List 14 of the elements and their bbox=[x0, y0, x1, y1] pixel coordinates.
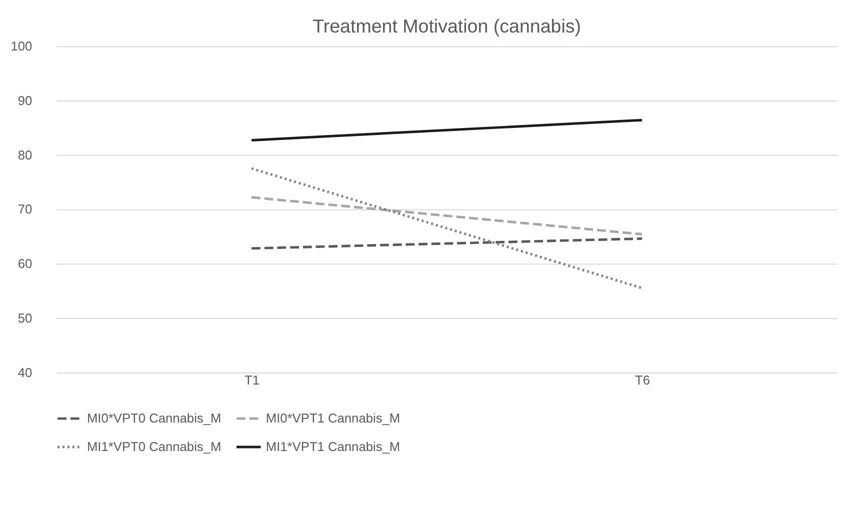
legend-label: MI1*VPT1 Cannabis_M bbox=[266, 438, 400, 454]
y-tick-label: 50 bbox=[18, 310, 32, 326]
y-tick-label: 100 bbox=[10, 38, 32, 54]
x-tick-label: T1 bbox=[244, 372, 260, 388]
y-tick-label: 80 bbox=[18, 147, 32, 162]
y-tick-label: 40 bbox=[18, 364, 32, 380]
y-tick-label: 70 bbox=[18, 202, 32, 217]
legend-label: MI1*VPT0 Cannabis_M bbox=[86, 438, 222, 454]
y-tick-label: 60 bbox=[18, 256, 32, 272]
chart-title: Treatment Motivation (cannabis) bbox=[312, 15, 581, 36]
x-tick-label: T6 bbox=[635, 372, 650, 388]
legend-label: MI0*VPT0 Cannabis_M bbox=[86, 410, 222, 426]
y-tick-label: 90 bbox=[18, 92, 32, 108]
legend-label: MI0*VPT1 Cannabis_M bbox=[266, 410, 400, 426]
